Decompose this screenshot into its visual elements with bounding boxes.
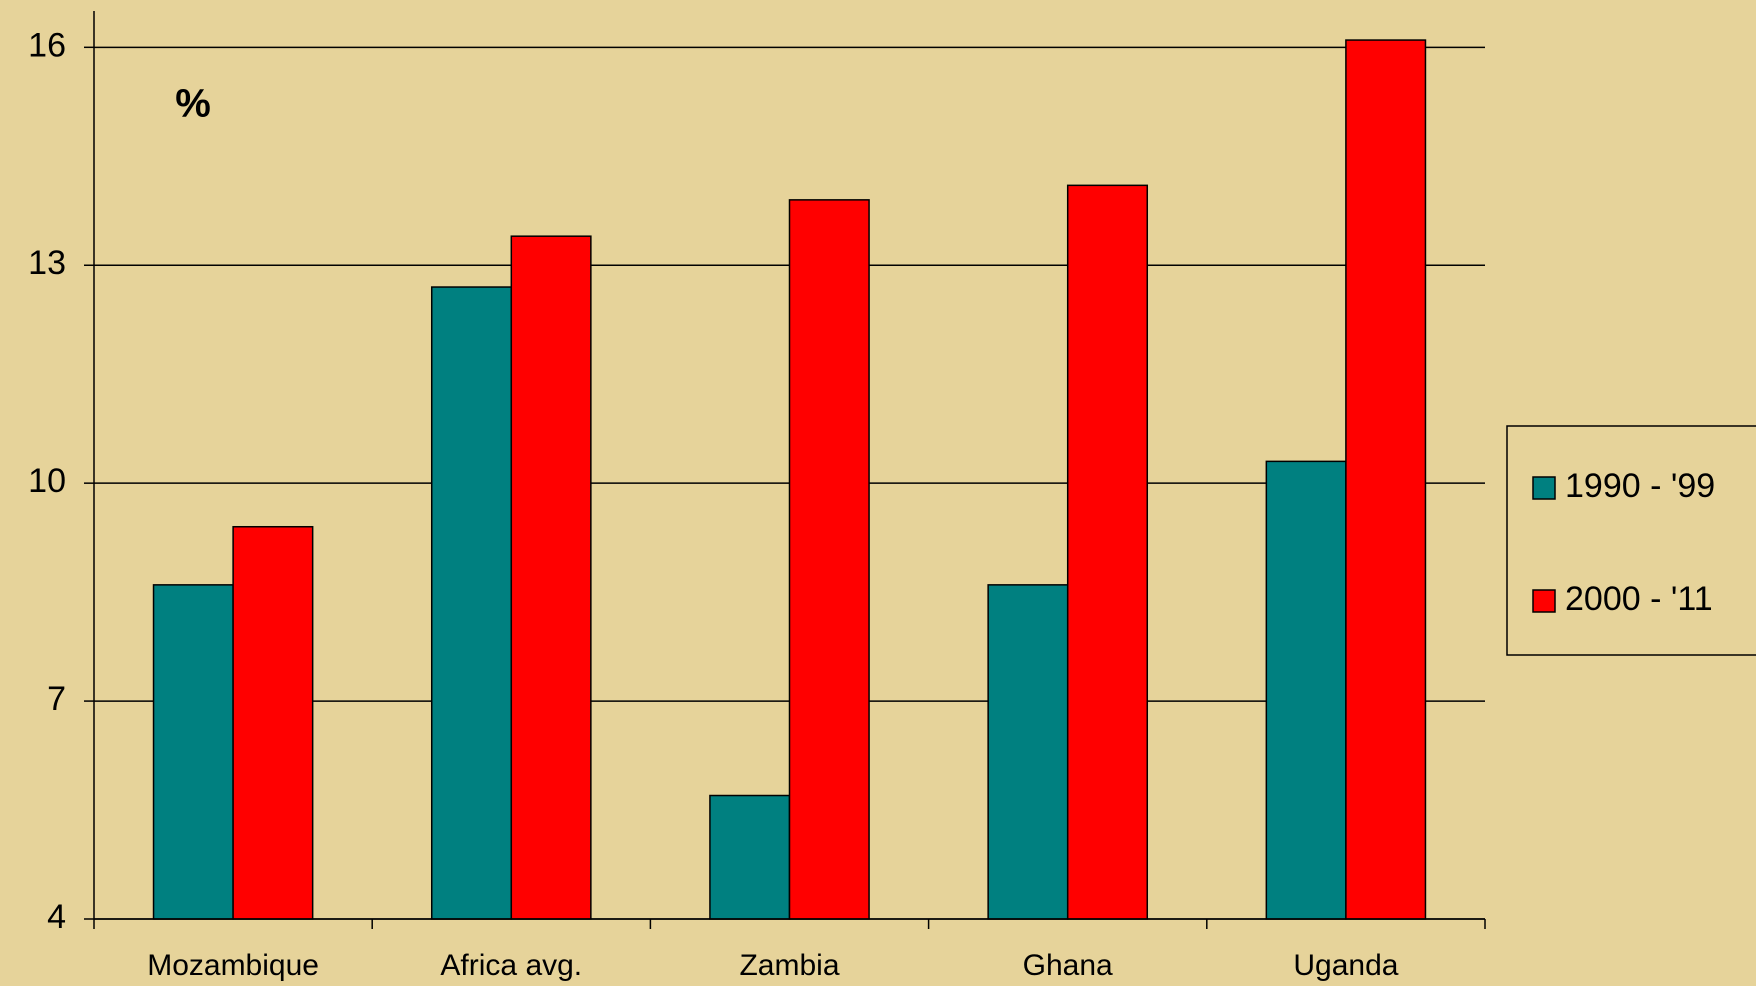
legend-label: 1990 - '99 (1565, 467, 1715, 505)
y-tick-label: 13 (28, 244, 66, 282)
legend-box (1506, 425, 1756, 656)
bar (1345, 39, 1427, 920)
x-tick-label: Zambia (739, 949, 839, 982)
x-tick-label: Mozambique (147, 949, 319, 982)
y-tick-label: 16 (28, 26, 66, 64)
bar (1066, 184, 1149, 920)
legend-swatch (1532, 476, 1556, 500)
y-tick-label: 4 (47, 898, 66, 936)
bar (987, 584, 1069, 920)
bar (1265, 460, 1347, 920)
bar (510, 235, 592, 920)
annotation: % (175, 82, 211, 126)
bar (709, 794, 791, 920)
y-tick-label: 7 (47, 680, 66, 718)
bar (232, 525, 314, 920)
x-tick-label: Africa avg. (440, 949, 582, 982)
legend-label: 2000 - '11 (1565, 580, 1713, 618)
bar (788, 199, 870, 920)
legend-swatch (1532, 589, 1556, 613)
bar (152, 584, 234, 920)
x-tick-label: Ghana (1023, 949, 1113, 982)
y-tick-label: 10 (28, 462, 66, 500)
x-tick-label: Uganda (1293, 949, 1398, 982)
bar (430, 286, 513, 920)
